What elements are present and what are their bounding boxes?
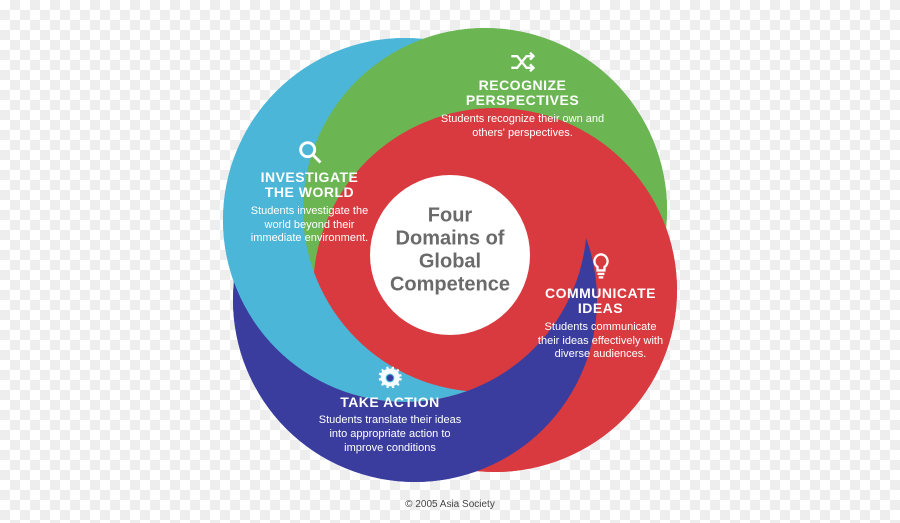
search-icon bbox=[296, 138, 324, 166]
diagram-stage: Four Domains of Global Competence INVEST… bbox=[0, 0, 900, 523]
petal-action-title: TAKE ACTION bbox=[310, 395, 470, 410]
petal-investigate: INVESTIGATE THE WORLD Students investiga… bbox=[247, 138, 372, 246]
shuffle-icon bbox=[509, 50, 537, 74]
venn-diagram: Four Domains of Global Competence INVEST… bbox=[215, 20, 685, 490]
gear-icon bbox=[377, 365, 403, 391]
petal-communicate-desc: Students communicate their ideas effecti… bbox=[533, 321, 668, 362]
petal-action-desc: Students translate their ideas into appr… bbox=[310, 414, 470, 455]
petal-investigate-desc: Students investigate the world beyond th… bbox=[247, 205, 372, 246]
petal-communicate-title: COMMUNICATE IDEAS bbox=[533, 286, 668, 317]
center-title: Four Domains of Global Competence bbox=[385, 204, 515, 296]
bulb-icon bbox=[589, 252, 613, 282]
petal-action: TAKE ACTION Students translate their ide… bbox=[310, 365, 470, 456]
petal-recognize-desc: Students recognize their own and others'… bbox=[440, 113, 605, 141]
petal-communicate: COMMUNICATE IDEAS Students communicate t… bbox=[533, 252, 668, 362]
copyright-text: © 2005 Asia Society bbox=[0, 499, 900, 510]
petal-recognize: RECOGNIZE PERSPECTIVES Students recogniz… bbox=[440, 50, 605, 140]
petal-investigate-title: INVESTIGATE THE WORLD bbox=[247, 170, 372, 201]
petal-recognize-title: RECOGNIZE PERSPECTIVES bbox=[440, 78, 605, 109]
